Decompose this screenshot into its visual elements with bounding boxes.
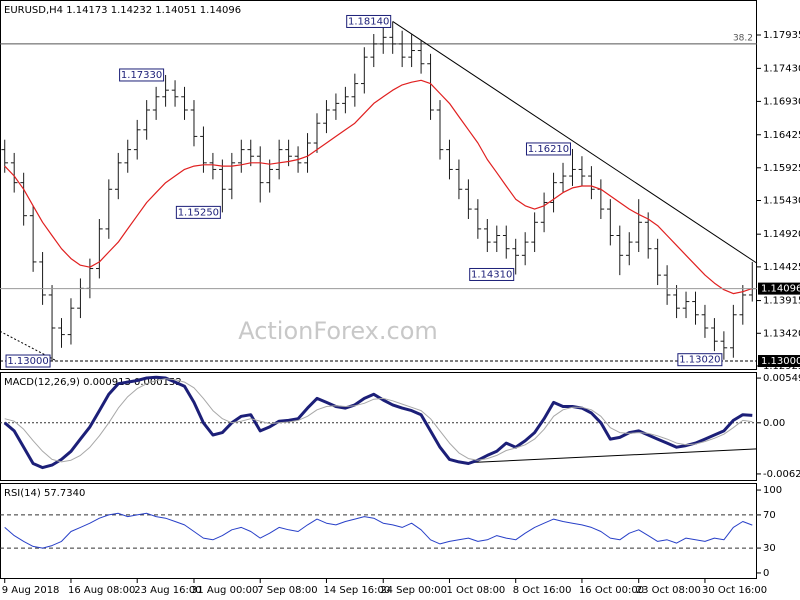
support-label: 1.13000 [761, 356, 800, 367]
panel-title: RSI(14) 57.7340 [4, 488, 85, 499]
moving-average [4, 79, 753, 295]
indicator-line [4, 512, 753, 549]
y-tick-label: 1.13915 [763, 296, 800, 307]
annotation-box [469, 267, 515, 281]
watermark: ActionForex.com [238, 317, 438, 345]
x-tick-label: 23 Aug 16:00 [134, 585, 201, 596]
y-tick-label: 1.17430 [763, 63, 800, 74]
annotation-box [525, 142, 571, 156]
x-tick-label: 9 Aug 2018 [2, 585, 60, 596]
price-panel-frame [0, 0, 757, 370]
annotation-box [346, 14, 392, 28]
last-price-box [758, 282, 800, 295]
annotation-label: 1.18140 [348, 16, 389, 27]
x-tick-label: 16 Aug 08:00 [68, 585, 135, 596]
annotation-box [119, 68, 165, 82]
annotation-box [5, 354, 51, 368]
annotation-box [175, 205, 221, 219]
last-price-label: 1.14096 [761, 284, 800, 295]
x-tick-label: 14 Sep 16:00 [323, 585, 390, 596]
y-tick-label: 1.16930 [763, 96, 800, 107]
support-box [758, 355, 800, 368]
y-tick-label: 1.14425 [763, 262, 800, 273]
annotation-label: 1.15250 [178, 207, 219, 218]
x-tick-label: 23 Oct 08:00 [636, 585, 701, 596]
y-tick-label: 1.13420 [763, 328, 800, 339]
annotation-label: 1.17330 [121, 70, 162, 81]
x-tick-label: 8 Oct 16:00 [513, 585, 572, 596]
y-tick-label: 0.005493 [763, 373, 800, 384]
trend-line [392, 21, 758, 264]
annotation-label: 1.13000 [7, 356, 48, 367]
rsi-panel-frame [0, 483, 757, 579]
trend-line [468, 448, 758, 464]
annotation-box [677, 353, 723, 367]
y-tick-label: 1.15430 [763, 195, 800, 206]
panel-title: MACD(12,26,9) 0.000913 0.000152 [4, 377, 182, 388]
level-label: 38.2 [733, 33, 753, 43]
y-tick-label: 100 [763, 485, 782, 496]
y-tick-label: 1.16425 [763, 130, 800, 141]
x-tick-label: 7 Sep 08:00 [257, 585, 317, 596]
y-tick-label: 1.14920 [763, 229, 800, 240]
annotation-label: 1.14310 [471, 269, 512, 280]
x-tick-label: 1 Oct 08:00 [446, 585, 505, 596]
indicator-line [4, 378, 753, 463]
x-tick-label: 24 Sep 00:00 [380, 585, 447, 596]
y-tick-label: 70 [763, 510, 776, 521]
panel-title: EURUSD,H4 1.14173 1.14232 1.14051 1.1409… [4, 5, 241, 16]
y-tick-label: 0.00 [763, 418, 785, 429]
annotation-label: 1.16210 [528, 144, 569, 155]
x-tick-label: 30 Oct 16:00 [702, 585, 767, 596]
y-tick-label: 1.15925 [763, 163, 800, 174]
y-tick-label: 0 [763, 568, 769, 579]
y-tick-label: 30 [763, 543, 776, 554]
y-tick-label: -0.006282 [763, 469, 800, 480]
x-tick-label: 31 Aug 00:00 [191, 585, 258, 596]
macd-panel-frame [0, 372, 757, 481]
annotation-label: 1.13020 [679, 355, 720, 366]
x-tick-label: 16 Oct 00:00 [579, 585, 644, 596]
y-tick-label: 1.17935 [763, 30, 800, 41]
